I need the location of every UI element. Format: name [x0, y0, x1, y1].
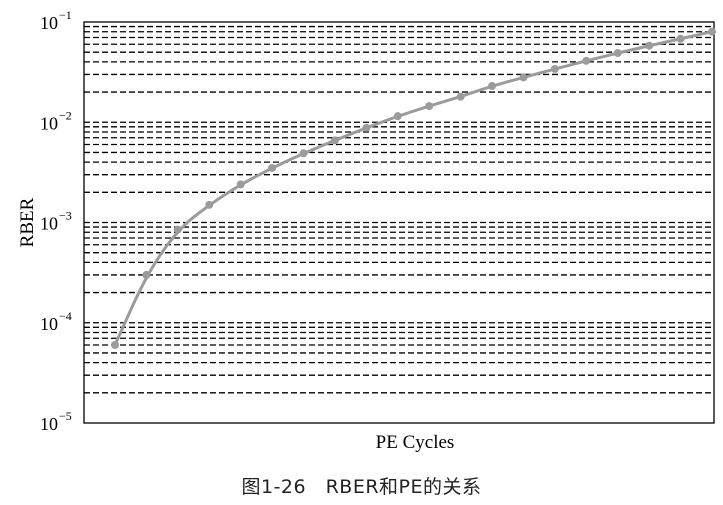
y-tick-label: 10 −2 — [40, 108, 72, 133]
y-tick-base: 10 — [40, 113, 58, 133]
data-point — [236, 180, 245, 189]
data-point — [393, 112, 402, 121]
grid-lines — [84, 25, 714, 394]
data-point — [142, 270, 151, 279]
data-point — [676, 34, 685, 43]
y-tick-label: 10 −5 — [40, 409, 72, 434]
data-point — [550, 64, 559, 73]
y-tick-label: 10 −3 — [40, 209, 72, 234]
x-axis-label: PE Cycles — [376, 432, 455, 453]
y-tick-base: 10 — [40, 314, 58, 334]
data-point — [519, 73, 528, 82]
y-tick-exponent: −3 — [59, 209, 72, 223]
y-tick-exponent: −2 — [59, 108, 72, 122]
data-point — [708, 27, 716, 36]
y-tick-exponent: −1 — [59, 8, 72, 22]
chart: 10−510−410−310−210−1 PE Cycles RBER — [17, 8, 716, 453]
data-point — [488, 81, 497, 90]
data-point — [299, 149, 308, 158]
data-point — [613, 49, 622, 58]
data-point — [645, 41, 654, 50]
y-tick-exponent: −5 — [59, 409, 72, 423]
y-tick-label: 10 −1 — [40, 8, 72, 33]
series-line — [113, 30, 713, 346]
y-tick-base: 10 — [40, 414, 58, 434]
data-point — [362, 123, 371, 132]
data-point — [425, 102, 434, 111]
y-tick-exponent: −4 — [59, 309, 72, 323]
data-point — [456, 92, 465, 101]
data-point — [205, 200, 214, 209]
figure-caption: 图1-26 RBER和PE的关系 — [241, 476, 482, 498]
data-point — [111, 340, 119, 349]
y-tick-base: 10 — [40, 214, 58, 234]
data-point — [582, 56, 591, 65]
data-point — [173, 225, 182, 234]
plot-frame — [83, 21, 715, 424]
series — [111, 27, 716, 349]
data-point — [268, 163, 277, 172]
y-axis-label: RBER — [17, 197, 38, 247]
y-tick-label: 10 −4 — [40, 309, 72, 334]
data-point — [330, 136, 339, 145]
y-tick-labels: 10−510−410−310−210−1 — [40, 8, 72, 434]
y-tick-base: 10 — [40, 13, 58, 33]
